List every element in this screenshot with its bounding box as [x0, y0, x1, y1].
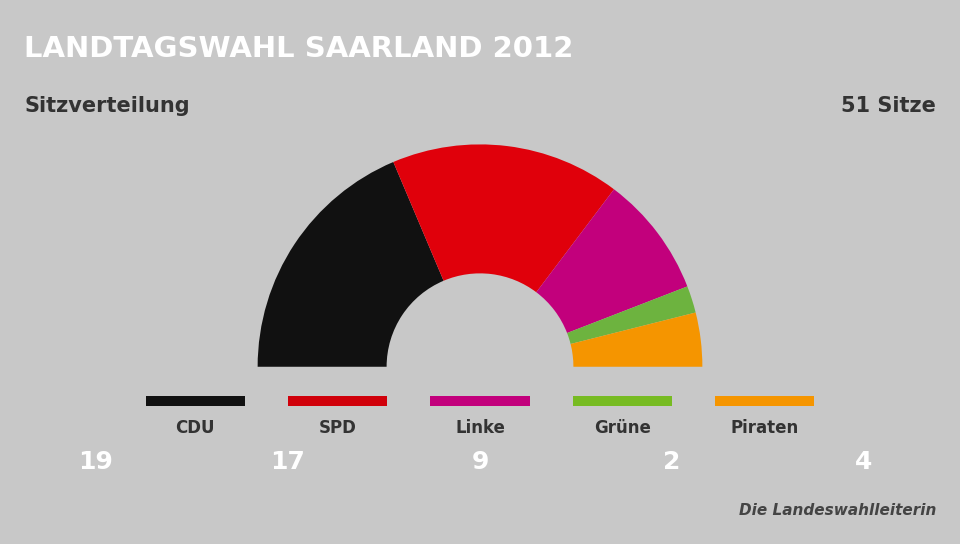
Text: 9: 9: [471, 450, 489, 474]
Text: Grüne: Grüne: [594, 419, 651, 437]
Wedge shape: [570, 312, 703, 367]
Wedge shape: [394, 144, 614, 292]
Text: Die Landeswahlleiterin: Die Landeswahlleiterin: [738, 503, 936, 518]
Text: LANDTAGSWAHL SAARLAND 2012: LANDTAGSWAHL SAARLAND 2012: [24, 35, 573, 63]
Text: 4: 4: [855, 450, 873, 474]
Wedge shape: [537, 189, 687, 333]
Text: 51 Sitze: 51 Sitze: [841, 96, 936, 116]
Wedge shape: [257, 162, 444, 367]
Text: 19: 19: [79, 450, 113, 474]
Text: Piraten: Piraten: [731, 419, 799, 437]
Bar: [430, 395, 530, 406]
Bar: [715, 395, 814, 406]
Text: Linke: Linke: [455, 419, 505, 437]
Bar: [288, 395, 388, 406]
Bar: [146, 395, 245, 406]
Wedge shape: [567, 287, 696, 344]
Bar: [572, 395, 672, 406]
Text: 2: 2: [663, 450, 681, 474]
Text: Sitzverteilung: Sitzverteilung: [24, 96, 190, 116]
Text: SPD: SPD: [319, 419, 356, 437]
Text: 17: 17: [271, 450, 305, 474]
Text: CDU: CDU: [176, 419, 215, 437]
